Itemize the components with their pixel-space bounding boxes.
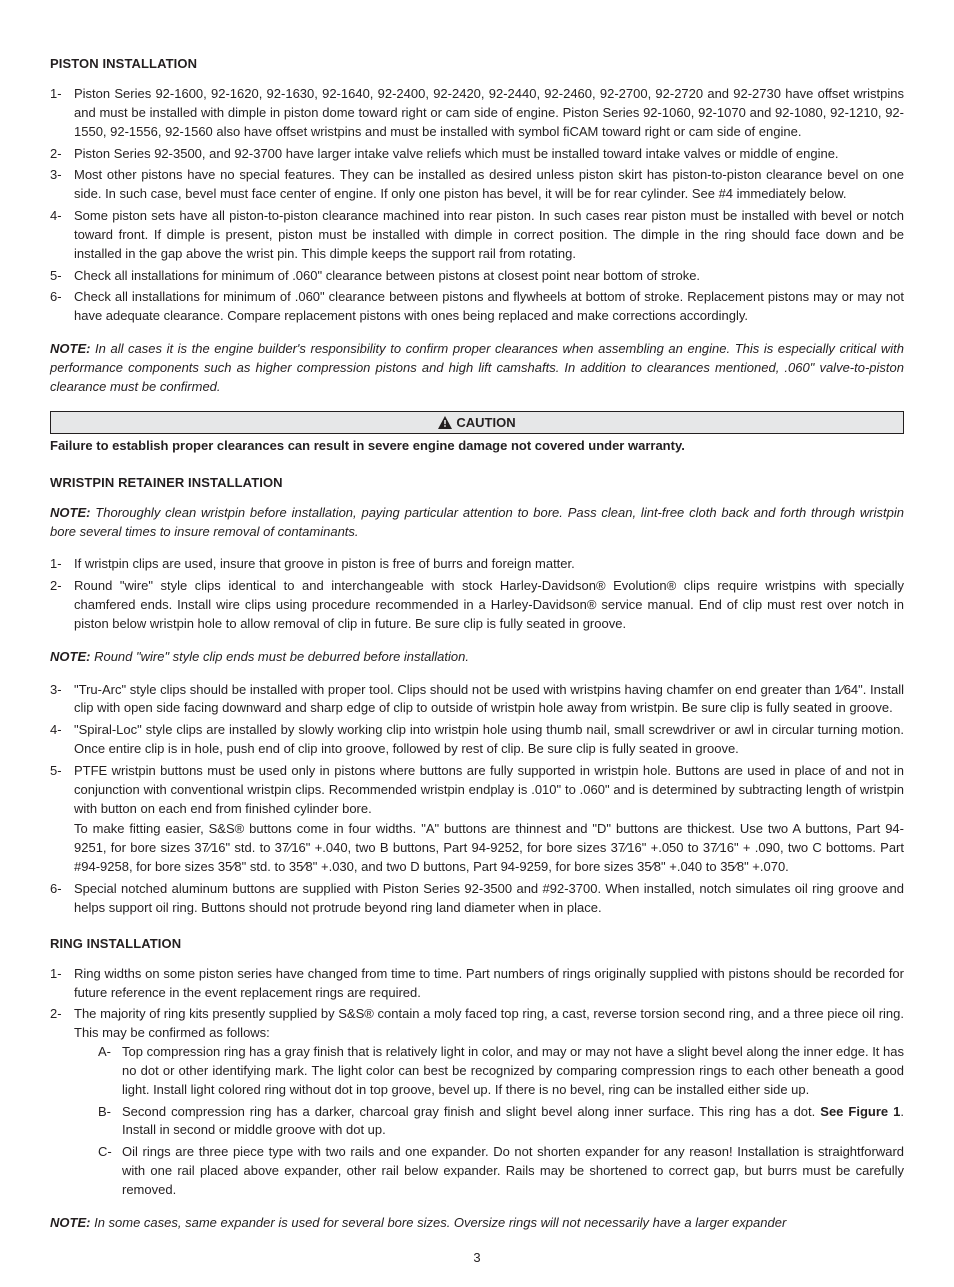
list-text: "Tru-Arc" style clips should be installe…	[74, 682, 904, 716]
list-item: 6- Check all installations for minimum of…	[50, 288, 904, 326]
note-text: In all cases it is the engine builder's …	[50, 341, 904, 394]
see-figure-ref: See Figure 1	[820, 1104, 900, 1119]
list-item: B- Second compression ring has a darker, …	[98, 1103, 904, 1141]
list-item: 5- PTFE wristpin buttons must be used onl…	[50, 762, 904, 877]
note-text: Thoroughly clean wristpin before install…	[50, 505, 904, 539]
wristpin-note-1: NOTE: Thoroughly clean wristpin before i…	[50, 504, 904, 542]
page: PISTON INSTALLATION 1- Piston Series 92-1…	[0, 0, 954, 1287]
list-text: Piston Series 92-3500, and 92-3700 have …	[74, 146, 839, 161]
note-label: NOTE:	[50, 341, 90, 356]
note-label: NOTE:	[50, 1215, 90, 1230]
list-item: 4- "Spiral-Loc" style clips are installed…	[50, 721, 904, 759]
ring-sublist: A- Top compression ring has a gray finish…	[74, 1043, 904, 1200]
note-text: Round "wire" style clip ends must be deb…	[94, 649, 469, 664]
note-text: In some cases, same expander is used for…	[94, 1215, 786, 1230]
list-text: Round "wire" style clips identical to an…	[74, 578, 904, 631]
piston-note: NOTE: In all cases it is the engine buil…	[50, 340, 904, 397]
warning-icon	[438, 415, 456, 430]
piston-installation-list: 1- Piston Series 92-1600, 92-1620, 92-163…	[50, 85, 904, 326]
wristpin-heading: WRISTPIN RETAINER INSTALLATION	[50, 475, 904, 490]
piston-installation-heading: PISTON INSTALLATION	[50, 56, 904, 71]
list-marker: 5-	[50, 267, 62, 286]
list-marker: C-	[98, 1143, 112, 1162]
list-text: The majority of ring kits presently supp…	[74, 1006, 904, 1040]
list-item: 3- "Tru-Arc" style clips should be instal…	[50, 681, 904, 719]
list-marker: 1-	[50, 85, 62, 104]
list-text-extra: To make fitting easier, S&S® buttons com…	[74, 820, 904, 877]
list-text: Oil rings are three piece type with two …	[122, 1144, 904, 1197]
list-marker: 5-	[50, 762, 62, 781]
ring-list: 1- Ring widths on some piston series have…	[50, 965, 904, 1200]
list-marker: 1-	[50, 965, 62, 984]
list-text: Ring widths on some piston series have c…	[74, 966, 904, 1000]
caution-failure-text: Failure to establish proper clearances c…	[50, 438, 904, 453]
list-item: 5- Check all installations for minimum of…	[50, 267, 904, 286]
wristpin-list-b: 3- "Tru-Arc" style clips should be instal…	[50, 681, 904, 918]
list-marker: 2-	[50, 577, 62, 596]
caution-box: CAUTION	[50, 411, 904, 434]
list-marker: B-	[98, 1103, 111, 1122]
wristpin-note-2: NOTE: Round "wire" style clip ends must …	[50, 648, 904, 667]
list-text: Special notched aluminum buttons are sup…	[74, 881, 904, 915]
list-item: 1- Ring widths on some piston series have…	[50, 965, 904, 1003]
list-text: Check all installations for minimum of .…	[74, 268, 700, 283]
list-marker: 3-	[50, 681, 62, 700]
ring-note: NOTE: In some cases, same expander is us…	[50, 1214, 904, 1233]
list-marker: 4-	[50, 721, 62, 740]
list-marker: 6-	[50, 288, 62, 307]
list-item: 2- The majority of ring kits presently su…	[50, 1005, 904, 1199]
caution-label: CAUTION	[456, 415, 515, 430]
note-label: NOTE:	[50, 505, 90, 520]
ring-heading: RING INSTALLATION	[50, 936, 904, 951]
list-item: 3- Most other pistons have no special fea…	[50, 166, 904, 204]
list-text: Check all installations for minimum of .…	[74, 289, 904, 323]
list-item: 4- Some piston sets have all piston-to-pi…	[50, 207, 904, 264]
page-number: 3	[50, 1250, 904, 1265]
list-marker: 1-	[50, 555, 62, 574]
list-item: A- Top compression ring has a gray finish…	[98, 1043, 904, 1100]
list-item: 1- If wristpin clips are used, insure tha…	[50, 555, 904, 574]
list-marker: A-	[98, 1043, 111, 1062]
list-marker: 2-	[50, 145, 62, 164]
list-marker: 4-	[50, 207, 62, 226]
note-label: NOTE:	[50, 649, 90, 664]
list-text: PTFE wristpin buttons must be used only …	[74, 763, 904, 816]
list-marker: 6-	[50, 880, 62, 899]
list-marker: 3-	[50, 166, 62, 185]
list-text: Second compression ring has a darker, ch…	[122, 1104, 820, 1119]
list-marker: 2-	[50, 1005, 62, 1024]
wristpin-list-a: 1- If wristpin clips are used, insure tha…	[50, 555, 904, 633]
list-item: 2- Piston Series 92-3500, and 92-3700 hav…	[50, 145, 904, 164]
list-text: Piston Series 92-1600, 92-1620, 92-1630,…	[74, 86, 904, 139]
list-item: 2- Round "wire" style clips identical to …	[50, 577, 904, 634]
list-text: Top compression ring has a gray finish t…	[122, 1044, 904, 1097]
list-text: "Spiral-Loc" style clips are installed b…	[74, 722, 904, 756]
list-item: 1- Piston Series 92-1600, 92-1620, 92-163…	[50, 85, 904, 142]
list-text: Most other pistons have no special featu…	[74, 167, 904, 201]
list-item: C- Oil rings are three piece type with tw…	[98, 1143, 904, 1200]
list-text: Some piston sets have all piston-to-pist…	[74, 208, 904, 261]
list-item: 6- Special notched aluminum buttons are s…	[50, 880, 904, 918]
list-text: If wristpin clips are used, insure that …	[74, 556, 575, 571]
